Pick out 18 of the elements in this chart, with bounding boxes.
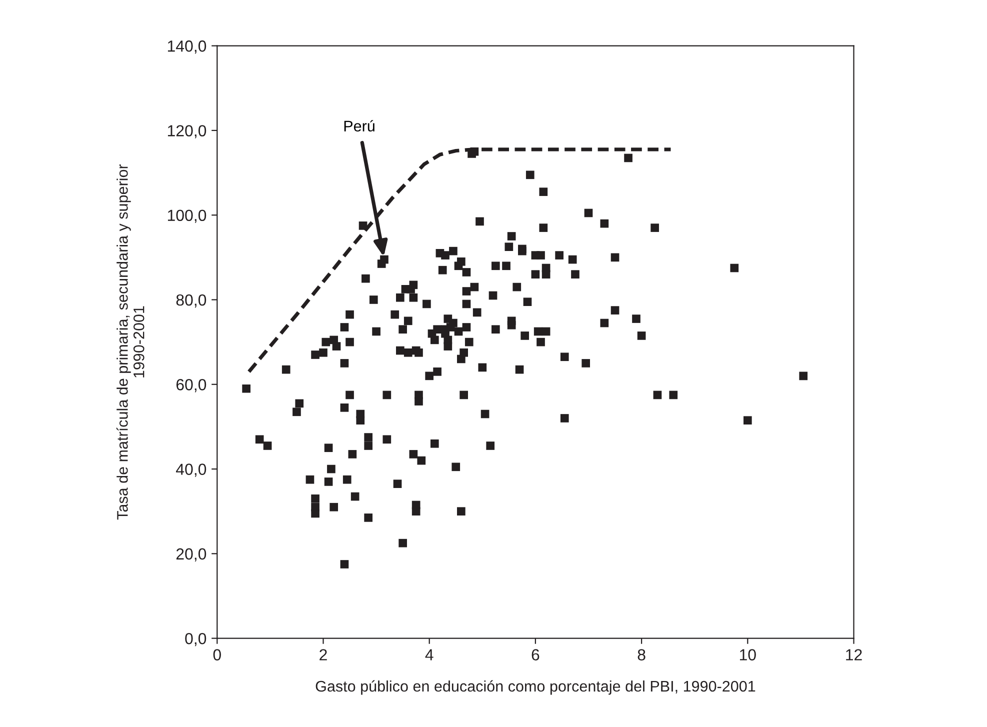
x-tick-label: 4	[425, 649, 434, 660]
x-tick-label: 8	[638, 649, 646, 660]
x-tick-label: 10	[740, 649, 756, 660]
y-tick-label: 20,0	[176, 548, 206, 562]
y-tick-label: 100,0	[168, 210, 206, 223]
annotation: Perú	[344, 120, 374, 132]
x-tick-label: 2	[320, 649, 327, 660]
y-tick-label: 40,0	[176, 464, 206, 477]
y-tick-label: 80,0	[176, 294, 206, 308]
y-tick-label: 120,0	[168, 125, 206, 138]
x-tick-label: 6	[532, 649, 540, 660]
y-tick-label: 0,0	[185, 632, 206, 646]
x-axis-title: Gasto público en educación como porcentaje del PBI, 1990-2001	[316, 680, 756, 695]
y-axis-title: Tasa de matrícula de primaria, secundaria y superior 1990-2001	[116, 164, 144, 520]
x-tick-label: 0	[213, 649, 221, 660]
y-tick-label: 60,0	[176, 379, 206, 392]
x-tick-label: 12	[846, 649, 862, 660]
y-tick-label: 140,0	[168, 40, 206, 54]
